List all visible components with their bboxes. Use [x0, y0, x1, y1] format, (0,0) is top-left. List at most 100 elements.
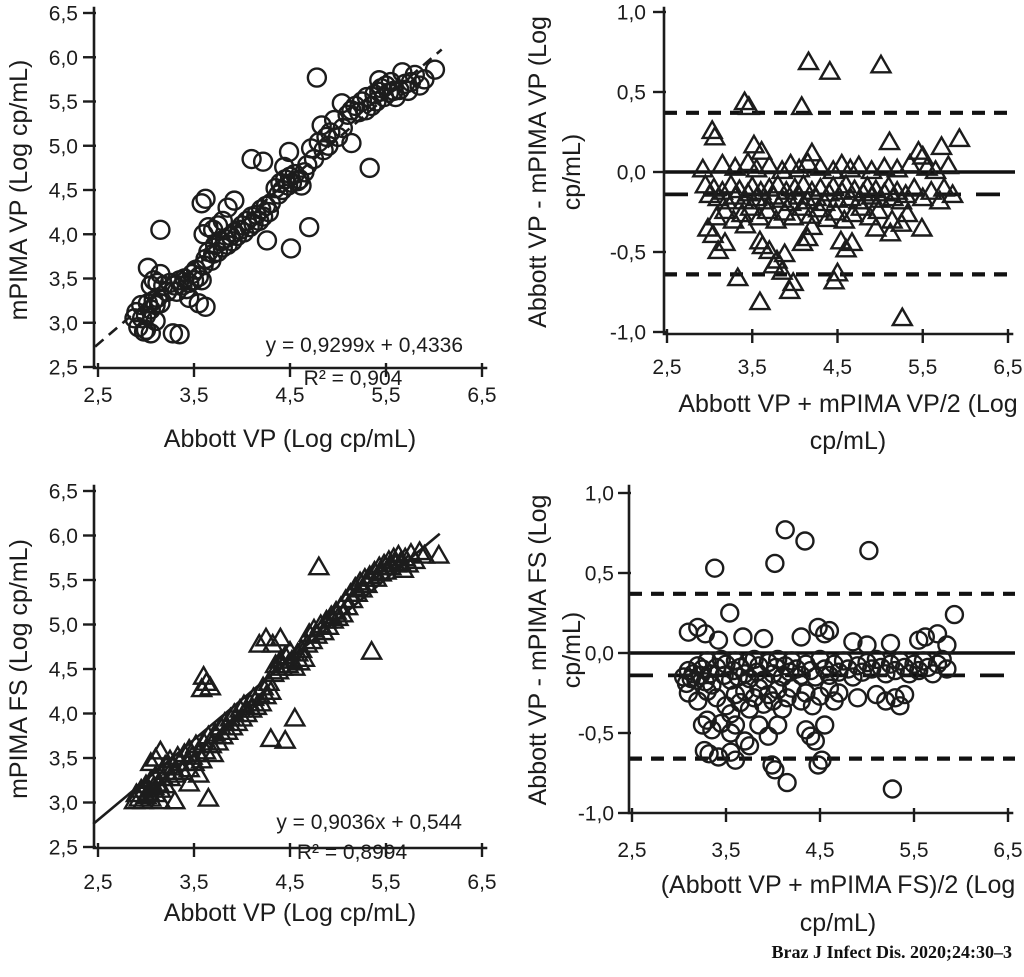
fs-r-squared: R² = 0,8994 [297, 841, 408, 864]
data-point-triangle [326, 605, 350, 627]
data-point-triangle [198, 675, 222, 696]
panel-vp-correlation: 6,5 6,0 5,5 5,0 4,5 4,0 3,5 3,0 2,52,5 3,5 4,5 5,5 6… [5, 3, 497, 454]
data-point-circle [819, 678, 840, 698]
data-point-triangle [266, 659, 291, 680]
data-point-circle [699, 744, 719, 764]
fs-correlation-x-axis-title: Abbott VP (Log cp/mL) [164, 899, 416, 927]
x-tick-label: 3,5 [738, 356, 767, 379]
data-point-circle [819, 620, 840, 641]
data-point-triangle [715, 189, 739, 210]
fs-bland-altman-y-axis-title-line1: Abbott VP - mPIMA FS (Log [524, 495, 552, 806]
data-point-triangle [254, 684, 278, 705]
data-point-triangle [898, 152, 922, 173]
data-point-triangle [396, 552, 420, 573]
data-point-triangle [841, 202, 865, 223]
data-point-triangle [790, 195, 814, 216]
data-point-circle [775, 520, 795, 540]
x-tick-label: 4,5 [275, 384, 304, 407]
data-point-circle [212, 210, 234, 232]
data-point-triangle [247, 632, 271, 653]
y-tick-label: 0,0 [585, 643, 614, 666]
data-point-circle [765, 760, 785, 780]
data-point-triangle [840, 230, 864, 252]
data-point-circle [899, 664, 919, 684]
data-point-triangle [894, 182, 918, 204]
fs-regression-equation: y = 0,9036x + 0,544 [276, 811, 462, 834]
data-point-triangle [889, 211, 914, 232]
data-point-circle [306, 67, 328, 88]
data-point-circle [795, 531, 815, 551]
data-point-triangle [770, 158, 794, 180]
data-point-triangle [701, 222, 725, 244]
x-tick-label: 4,5 [275, 871, 304, 894]
data-point-circle [765, 553, 785, 574]
data-point-triangle [750, 139, 774, 160]
data-point-triangle [148, 789, 172, 810]
data-point-circle [777, 688, 797, 708]
y-tick-label: 6,0 [49, 47, 78, 70]
data-point-triangle [869, 53, 893, 74]
data-point-triangle [941, 182, 965, 204]
data-point-triangle [261, 632, 285, 653]
data-point-circle [291, 175, 312, 196]
data-point-triangle [761, 253, 786, 274]
data-point-triangle [895, 202, 919, 223]
data-point-circle [733, 627, 753, 647]
vp-bland-altman-y-axis-title-line1: Abbott VP - mPIMA VP (Log [524, 16, 552, 328]
data-point-circle [932, 649, 952, 670]
data-point-triangle [273, 728, 297, 749]
x-tick-label: 4,5 [823, 356, 852, 379]
data-point-circle [256, 230, 278, 251]
y-tick-label: 5,5 [49, 570, 78, 593]
data-point-circle [739, 736, 760, 756]
y-tick-label: 4,0 [49, 224, 78, 247]
y-tick-label: 0,0 [617, 162, 646, 185]
data-point-triangle [847, 154, 871, 175]
data-point-circle [169, 324, 190, 345]
data-point-triangle [244, 694, 268, 716]
data-point-triangle [748, 290, 772, 311]
data-point-circle [137, 257, 159, 279]
data-point-triangle [268, 626, 292, 647]
data-point-triangle [849, 195, 873, 216]
x-tick-label: 2,5 [83, 384, 112, 407]
y-tick-label: 5,0 [49, 614, 78, 637]
y-tick-label: 4,0 [49, 703, 78, 726]
data-point-triangle [753, 189, 777, 210]
data-point-triangle [821, 174, 845, 196]
data-point-circle [241, 148, 262, 170]
data-point-triangle [830, 152, 854, 173]
data-point-triangle [738, 195, 763, 216]
data-point-circle [876, 664, 896, 684]
y-tick-label: 6,5 [49, 481, 78, 504]
panel-fs-bland-altman: 1,0 0,5 0,0 -0,5 -1,02,5 3,5 4,5 5,5 6,5 Abbott … [524, 483, 1023, 938]
data-point-circle [812, 750, 832, 770]
vp-correlation-x-axis-title: Abbott VP (Log cp/mL) [164, 425, 416, 453]
x-tick-label: 5,5 [908, 356, 937, 379]
data-point-circle [207, 215, 229, 236]
data-point-circle [313, 139, 334, 161]
data-point-triangle [721, 208, 746, 229]
data-point-triangle [196, 786, 220, 807]
data-point-triangle [834, 237, 858, 258]
data-point-triangle [726, 266, 750, 287]
y-tick-label: 6,0 [49, 525, 78, 548]
data-point-circle [777, 772, 797, 793]
data-point-circle [692, 715, 713, 735]
x-tick-label: 3,5 [711, 839, 740, 862]
data-point-circle [280, 238, 302, 259]
data-point-circle [191, 193, 212, 214]
data-point-triangle [947, 126, 971, 148]
data-point-triangle [779, 152, 803, 173]
data-point-circle [819, 665, 840, 686]
data-point-triangle [791, 173, 815, 194]
data-point-triangle [292, 646, 316, 668]
data-point-triangle [860, 158, 884, 180]
x-tick-label: 2,5 [617, 839, 646, 862]
data-point-triangle [307, 555, 331, 576]
y-tick-label: 3,5 [49, 748, 78, 771]
data-point-triangle [312, 620, 336, 641]
data-point-triangle [259, 727, 283, 748]
x-tick-label: 2,5 [83, 871, 112, 894]
